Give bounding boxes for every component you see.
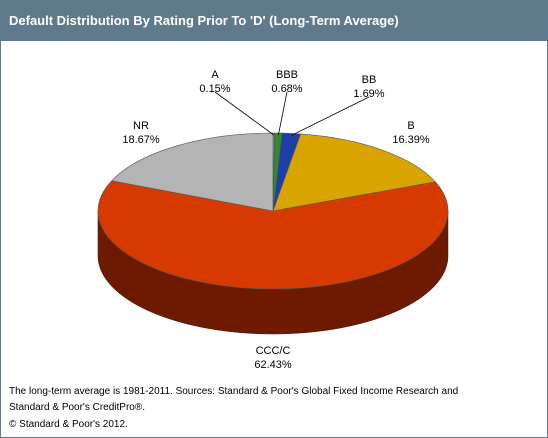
pie-tops [97,132,449,290]
leader-line-a [214,91,275,136]
slice-value-b: 16.39% [392,134,430,146]
pie-slice-nr [111,132,274,212]
slice-labels: A 0.15% BBB 0.68% BB 1.69% B 16.39% CCC/C 62.43% N… [122,69,430,371]
slice-value-nr: 18.67% [122,134,160,146]
slice-value-bbb: 0.68% [271,83,302,95]
pie-slice-b [272,133,436,212]
slice-value-bb: 1.69% [353,88,384,100]
slice-label-ccc-c: CCC/C [256,345,291,357]
copyright: © Standard & Poor's 2012. [9,419,128,430]
source-note: The long-term average is 1981-2011. Sour… [9,384,539,416]
chart-title: Default Distribution By Rating Prior To … [1,1,547,41]
slice-label-b: B [407,120,414,132]
slice-label-a: A [211,69,219,81]
slice-label-nr: NR [133,120,149,132]
pie-chart: A 0.15% BBB 0.68% BB 1.69% B 16.39% CCC/C 62.43% N… [97,69,449,371]
source-note-line-2: Standard & Poor's CreditPro®. [9,402,146,413]
leader-line-bb [291,96,370,136]
label-leaders [214,91,370,136]
leader-line-bbb [277,91,288,136]
source-note-line-1: The long-term average is 1981-2011. Sour… [9,386,459,397]
slice-value-ccc-c: 62.43% [254,359,292,371]
slice-label-bbb: BBB [276,69,298,81]
slice-label-bb: BB [362,74,377,86]
pie-slice-ccc-c [97,180,449,290]
slice-value-a: 0.15% [199,83,230,95]
